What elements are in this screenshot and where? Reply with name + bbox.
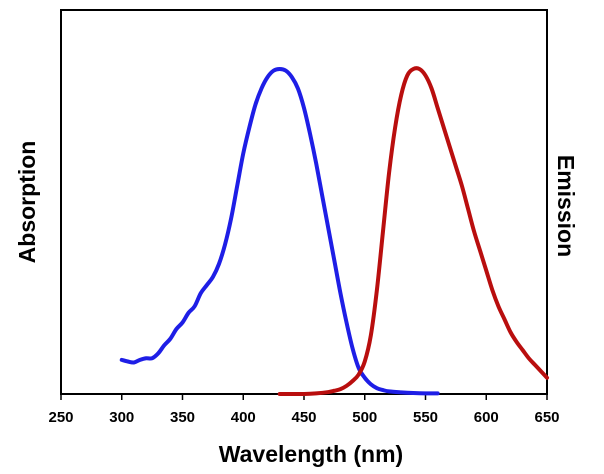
series-layer	[119, 66, 549, 397]
x-tick-label: 250	[48, 409, 73, 426]
x-tick-label: 500	[352, 409, 377, 426]
x-tick-label: 300	[109, 409, 134, 426]
absorption-series-line	[119, 67, 440, 396]
plot-area-frame	[60, 9, 548, 395]
x-tick-label: 450	[291, 409, 316, 426]
x-axis-title: Wavelength (nm)	[219, 441, 403, 467]
x-tick-label: 550	[413, 409, 438, 426]
emission-series-line	[277, 66, 549, 397]
left-axis-title: Absorption	[14, 141, 40, 264]
x-tick-label: 650	[534, 409, 559, 426]
x-axis: 250 300 350 400 450 500 550 600 650	[48, 394, 560, 426]
right-axis-title: Emission	[553, 155, 579, 257]
x-tick-label: 350	[170, 409, 195, 426]
x-tick-label: 600	[474, 409, 499, 426]
x-tick-label: 400	[231, 409, 256, 426]
